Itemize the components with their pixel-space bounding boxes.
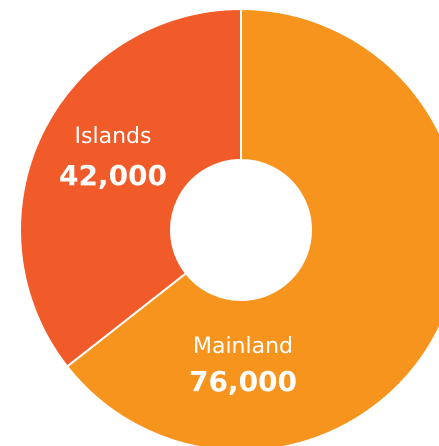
slice: [65, 7, 439, 446]
slice-label: Mainland: [193, 334, 293, 359]
value-label: 42,000: [59, 159, 167, 192]
slice: [19, 7, 242, 368]
slice-label: Islands: [75, 124, 152, 149]
value-label: 76,000: [189, 365, 297, 398]
